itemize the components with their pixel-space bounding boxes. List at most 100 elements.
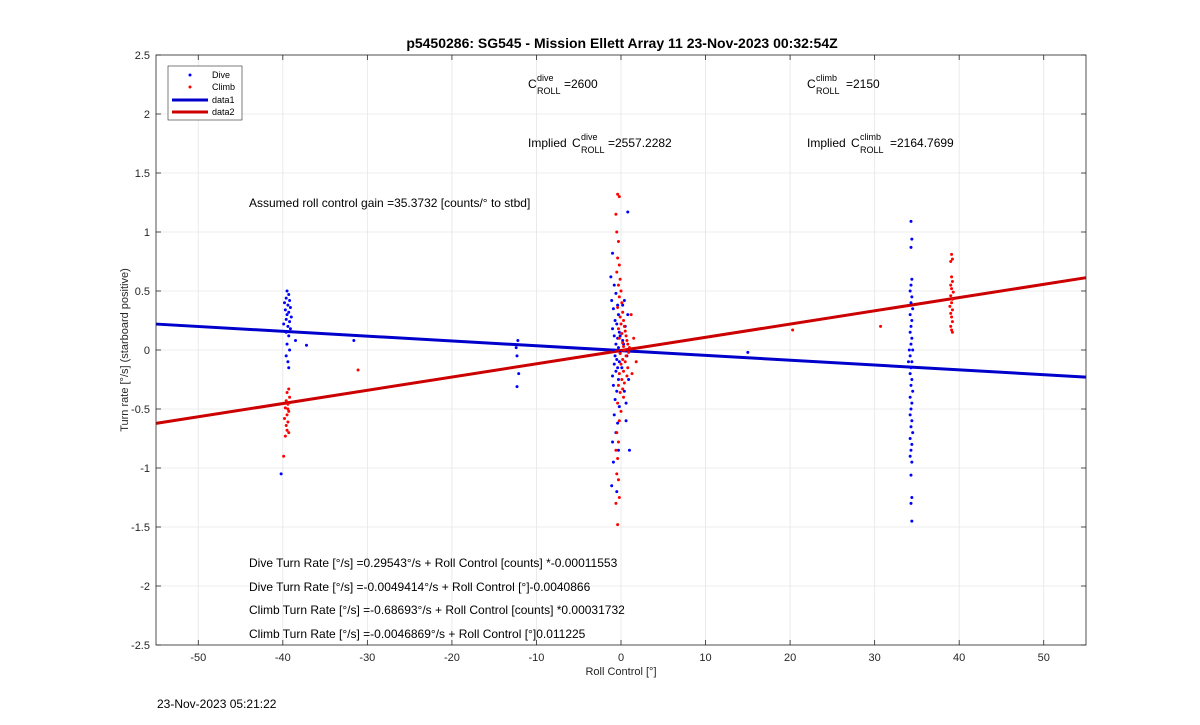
point-dive (909, 407, 913, 411)
fit-lines (155, 276, 1087, 425)
timestamp: 23-Nov-2023 05:21:22 (157, 697, 277, 711)
y-axis-label: Turn rate [°/s] (starboard positive) (119, 268, 131, 432)
point-dive (616, 313, 620, 317)
point-climb (616, 283, 620, 287)
x-tick-label: 0 (618, 652, 624, 664)
point-climb (288, 395, 292, 399)
point-dive (908, 454, 912, 458)
point-dive (288, 320, 292, 324)
equation-climb-degrees: Climb Turn Rate [°/s] =-0.0046869°/s + R… (249, 627, 586, 641)
point-dive (286, 324, 290, 328)
point-climb (619, 409, 623, 413)
point-climb (617, 372, 621, 376)
c-dive-sub: ROLL (537, 86, 561, 96)
implied-dive-sub: ROLL (581, 145, 605, 155)
point-dive (614, 369, 618, 373)
point-climb (622, 395, 626, 399)
point-climb (951, 290, 955, 294)
point-climb (950, 320, 954, 324)
point-dive (909, 245, 913, 249)
point-dive (617, 330, 621, 334)
c-climb-sub: ROLL (816, 86, 840, 96)
point-climb (950, 280, 954, 284)
x-tick-label: -10 (529, 652, 545, 664)
point-dive (287, 293, 291, 297)
point-dive (287, 334, 291, 338)
point-climb (622, 348, 626, 352)
point-dive (279, 472, 283, 476)
point-dive (352, 339, 356, 343)
point-climb (616, 457, 620, 461)
point-climb (617, 263, 621, 267)
point-dive (909, 501, 913, 505)
y-tick-label: 0.5 (135, 286, 150, 298)
point-dive (611, 307, 615, 311)
c-dive-main: C (528, 77, 537, 91)
point-climb (624, 354, 628, 358)
point-dive (612, 362, 616, 366)
annotation-implied-climb: Implied C climb ROLL =2164.7699 (807, 132, 954, 155)
point-dive (615, 490, 619, 494)
point-dive (910, 336, 914, 340)
point-climb (950, 252, 954, 256)
point-dive (910, 277, 914, 281)
point-climb (620, 331, 624, 335)
point-climb (619, 322, 623, 326)
x-tick-label: 30 (869, 652, 881, 664)
point-dive (610, 298, 614, 302)
point-dive (617, 405, 621, 409)
point-climb (615, 270, 619, 274)
point-dive (611, 383, 615, 387)
point-dive (614, 291, 618, 295)
x-tick-label: 50 (1038, 652, 1050, 664)
point-dive (624, 419, 628, 423)
point-climb (617, 336, 621, 340)
point-climb (618, 277, 622, 281)
point-dive (288, 348, 292, 352)
point-dive (910, 460, 914, 464)
implied-dive-value: =2557.2282 (608, 136, 672, 150)
point-climb (356, 368, 360, 372)
point-climb (621, 387, 625, 391)
point-dive (910, 442, 914, 446)
fit-line-data2 (155, 276, 1087, 425)
point-climb (622, 319, 626, 322)
point-dive (909, 448, 913, 452)
point-climb (625, 374, 629, 378)
point-dive (616, 378, 620, 381)
implied-climb-sub: ROLL (860, 145, 884, 155)
point-climb (284, 424, 288, 428)
point-dive (910, 496, 914, 499)
point-climb (950, 315, 954, 319)
point-dive (611, 374, 615, 378)
legend-label-data2: data2 (212, 107, 235, 117)
point-dive (284, 330, 288, 334)
point-dive (911, 431, 915, 435)
point-climb (621, 357, 625, 361)
y-tick-label: -0.5 (131, 404, 150, 416)
point-dive (304, 343, 308, 347)
implied-dive-sup: dive (581, 132, 598, 142)
annotation-c-climb: C climb ROLL =2150 (807, 73, 880, 96)
point-dive (909, 283, 913, 287)
point-climb (287, 387, 291, 391)
point-climb (949, 324, 953, 328)
point-dive (613, 319, 617, 322)
point-dive (287, 366, 291, 370)
point-climb (286, 420, 290, 424)
point-climb (616, 478, 620, 482)
point-dive (910, 295, 914, 299)
point-dive (611, 327, 615, 331)
point-dive (911, 307, 915, 311)
point-dive (626, 313, 630, 317)
point-dive (616, 346, 620, 350)
point-climb (615, 431, 619, 435)
point-dive (910, 401, 914, 405)
point-dive (626, 210, 630, 214)
point-dive (616, 448, 620, 452)
point-climb (949, 283, 953, 287)
point-climb (623, 360, 627, 364)
point-dive (514, 346, 518, 350)
point-climb (627, 346, 631, 350)
point-dive (622, 298, 626, 302)
